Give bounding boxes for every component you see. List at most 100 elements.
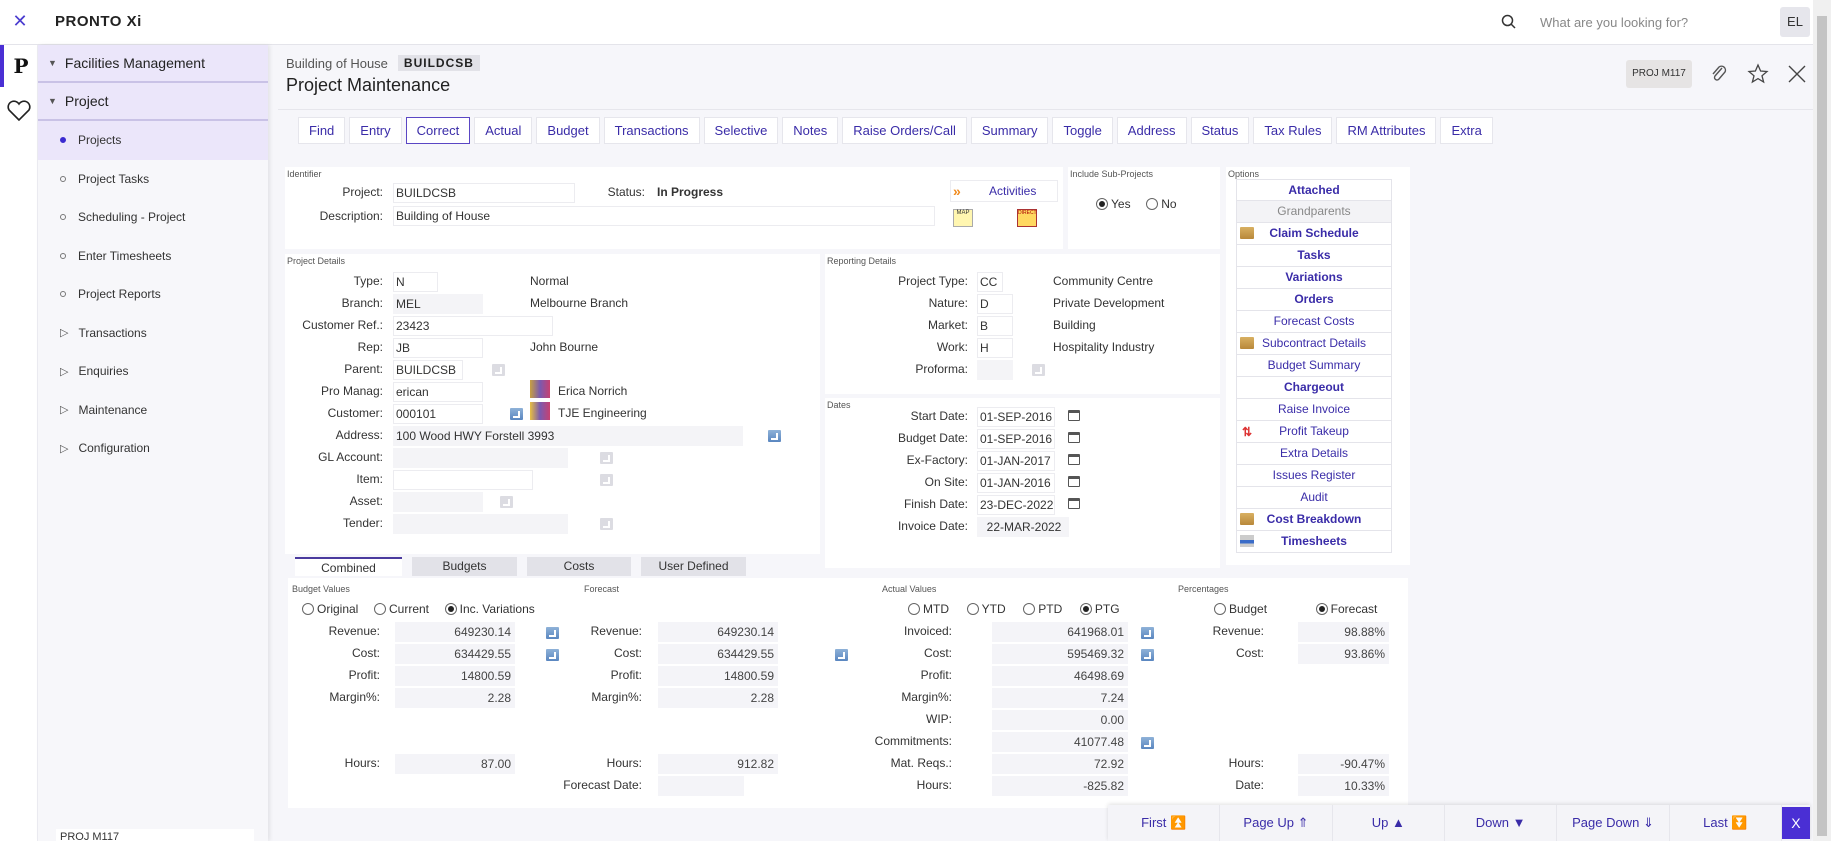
option-attached[interactable]: Attached — [1236, 179, 1392, 201]
toggle-button[interactable]: Toggle — [1052, 117, 1113, 144]
actual-button[interactable]: Actual — [474, 117, 533, 144]
item-lookup-icon[interactable] — [600, 474, 613, 486]
proforma-lookup-icon[interactable] — [1032, 364, 1045, 376]
address-button[interactable]: Address — [1116, 117, 1187, 144]
activities-button[interactable]: » Activities — [950, 180, 1058, 202]
actual-invoiced-drill-icon[interactable] — [1141, 627, 1154, 639]
start-date-field[interactable]: 01-SEP-2016 — [977, 407, 1055, 427]
people-icon[interactable] — [530, 380, 550, 398]
tender-lookup-icon[interactable] — [600, 518, 613, 530]
directions-icon[interactable]: DIRECT — [1017, 209, 1037, 227]
people-icon[interactable] — [530, 402, 550, 420]
actual-cost-drill-icon[interactable] — [1141, 649, 1154, 661]
asset-field[interactable] — [393, 492, 483, 512]
favourites-heart-icon[interactable] — [0, 95, 38, 125]
budget-current-radio[interactable]: Current — [373, 602, 429, 616]
gl-account-field[interactable] — [393, 448, 568, 468]
page-scrollbar[interactable] — [1813, 0, 1831, 841]
down-button[interactable]: Down ▼ — [1445, 805, 1558, 841]
calendar-icon[interactable] — [1068, 498, 1080, 509]
option-timesheets[interactable]: Timesheets — [1236, 531, 1392, 553]
option-orders[interactable]: Orders — [1236, 289, 1392, 311]
summary-button[interactable]: Summary — [970, 117, 1049, 144]
sidebar-item-transactions[interactable]: ▷ Transactions — [60, 325, 147, 340]
tab-budgets[interactable]: Budgets — [412, 557, 517, 576]
percent-forecast-radio[interactable]: Forecast — [1315, 602, 1377, 616]
calendar-icon[interactable] — [1068, 476, 1080, 487]
extra-button[interactable]: Extra — [1440, 117, 1493, 144]
option-raise-invoice[interactable]: Raise Invoice — [1236, 399, 1392, 421]
parent-lookup-icon[interactable] — [492, 364, 505, 376]
option-forecast-costs[interactable]: Forecast Costs — [1236, 311, 1392, 333]
gl-account-lookup-icon[interactable] — [600, 452, 613, 464]
description-field[interactable]: Building of House — [393, 206, 935, 226]
budget-original-radio[interactable]: Original — [302, 602, 358, 616]
percent-budget-radio[interactable]: Budget — [1214, 602, 1267, 616]
find-button[interactable]: Find — [298, 117, 346, 144]
address-drill-icon[interactable] — [768, 430, 781, 442]
actual-ptg-radio[interactable]: PTG — [1079, 602, 1120, 616]
sidebar-group-project[interactable]: ▼ Project — [38, 83, 268, 121]
rep-field[interactable]: JB — [393, 338, 483, 358]
item-field[interactable] — [393, 470, 533, 490]
search-icon[interactable] — [1500, 13, 1518, 31]
branch-field[interactable]: MEL — [393, 294, 483, 314]
entry-button[interactable]: Entry — [349, 117, 402, 144]
global-search-input[interactable] — [1540, 10, 1760, 34]
pronto-menu-icon[interactable]: P — [0, 45, 38, 87]
sidebar-item-scheduling[interactable]: Scheduling - Project — [38, 198, 268, 237]
calendar-icon[interactable] — [1068, 432, 1080, 443]
close-window-icon[interactable] — [1786, 63, 1808, 85]
notes-button[interactable]: Notes — [782, 117, 839, 144]
option-extra-details[interactable]: Extra Details — [1236, 443, 1392, 465]
commitments-drill-icon[interactable] — [1141, 737, 1154, 749]
option-budget-summary[interactable]: Budget Summary — [1236, 355, 1392, 377]
page-up-button[interactable]: Page Up ⇑ — [1220, 805, 1333, 841]
budget-cost-drill-icon[interactable] — [546, 649, 559, 661]
transactions-button[interactable]: Transactions — [603, 117, 700, 144]
sidebar-item-projects[interactable]: Projects — [38, 121, 268, 160]
actual-mtd-radio[interactable]: MTD — [908, 602, 949, 616]
rm-attributes-button[interactable]: RM Attributes — [1336, 117, 1437, 144]
map-icon[interactable]: MAP — [953, 209, 973, 227]
budget-button[interactable]: Budget — [536, 117, 600, 144]
market-field[interactable]: B — [977, 316, 1013, 336]
tab-combined[interactable]: Combined — [295, 557, 402, 576]
option-chargeout[interactable]: Chargeout — [1236, 377, 1392, 399]
on-site-date-field[interactable]: 01-JAN-2016 — [977, 473, 1055, 493]
option-variations[interactable]: Variations — [1236, 267, 1392, 289]
actual-ptd-radio[interactable]: PTD — [1023, 602, 1062, 616]
calendar-icon[interactable] — [1068, 454, 1080, 465]
work-field[interactable]: H — [977, 338, 1013, 358]
option-tasks[interactable]: Tasks — [1236, 245, 1392, 267]
budget-revenue-drill-icon[interactable] — [546, 627, 559, 639]
attachment-paperclip-icon[interactable] — [1708, 63, 1730, 85]
tax-rules-button[interactable]: Tax Rules — [1253, 117, 1333, 144]
sidebar-item-enquiries[interactable]: ▷ Enquiries — [60, 364, 129, 379]
tender-field[interactable] — [393, 514, 568, 534]
address-field[interactable]: 100 Wood HWY Forstell 3993 — [393, 426, 743, 446]
raise-orders-button[interactable]: Raise Orders/Call — [842, 117, 967, 144]
sidebar-item-maintenance[interactable]: ▷ Maintenance — [60, 402, 148, 417]
subprojects-yes-radio[interactable]: Yes — [1096, 197, 1131, 211]
nature-field[interactable]: D — [977, 294, 1013, 314]
up-button[interactable]: Up ▲ — [1333, 805, 1445, 841]
parent-field[interactable]: BUILDCSB — [393, 360, 463, 380]
customer-ref-field[interactable]: 23423 — [393, 316, 553, 336]
user-avatar[interactable]: EL — [1780, 7, 1810, 37]
customer-drill-icon[interactable] — [510, 408, 523, 420]
option-audit[interactable]: Audit — [1236, 487, 1392, 509]
page-down-button[interactable]: Page Down ⇓ — [1557, 805, 1670, 841]
tab-user-defined[interactable]: User Defined — [641, 557, 746, 576]
customer-field[interactable]: 000101 — [393, 404, 483, 424]
type-field[interactable]: N — [393, 272, 438, 292]
subprojects-no-radio[interactable]: No — [1146, 197, 1177, 211]
budget-date-field[interactable]: 01-SEP-2016 — [977, 429, 1055, 449]
project-field[interactable]: BUILDCSB — [393, 183, 575, 203]
correct-button[interactable]: Correct — [405, 117, 471, 144]
close-menu-icon[interactable]: ✕ — [12, 11, 28, 31]
sidebar-item-configuration[interactable]: ▷ Configuration — [60, 441, 150, 456]
scroll-thumb[interactable] — [1817, 16, 1827, 836]
calendar-icon[interactable] — [1068, 410, 1080, 421]
sidebar-item-project-tasks[interactable]: Project Tasks — [38, 160, 268, 199]
